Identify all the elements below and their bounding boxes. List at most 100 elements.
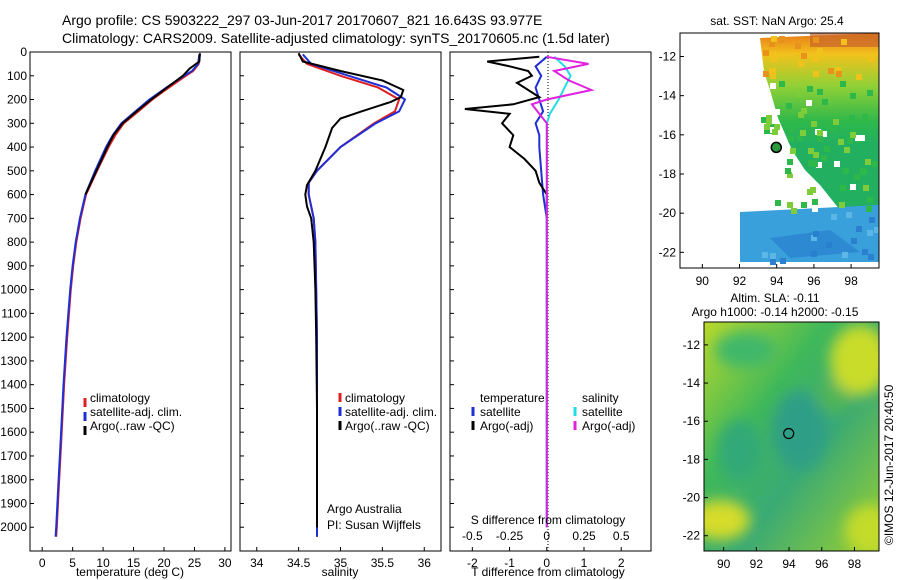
x-tick-label: 36 — [418, 556, 432, 570]
sst-pixel — [838, 139, 844, 145]
sst-pixel — [849, 115, 855, 121]
argo-position-marker — [783, 427, 795, 440]
sst-pixel — [812, 206, 818, 212]
y-tick-label: -22 — [683, 529, 701, 543]
sst-pixel — [801, 53, 807, 59]
sst-pixel — [762, 252, 768, 258]
x-tick-label: -1 — [504, 556, 515, 570]
sst-pixel — [770, 73, 776, 79]
sst-pixel — [761, 117, 767, 123]
sst-pixel — [790, 148, 796, 154]
salinity-panel: 34 34.5 35 35.5 36 salinity climatology sate… — [239, 51, 442, 579]
sst-pixel — [862, 114, 868, 120]
y-tick-label: 1700 — [0, 449, 27, 463]
sst-pixel — [854, 174, 860, 180]
sst-pixel — [859, 135, 865, 141]
sst-pixel — [867, 197, 873, 203]
legend-temperature-title: temperature — [480, 391, 545, 405]
sst-pixel — [843, 168, 849, 174]
sst-pixel — [798, 112, 804, 118]
series-line-satellite-adj-clim- — [54, 54, 201, 537]
y-tick-label: 600 — [7, 188, 27, 202]
y-tick-label: 1400 — [0, 378, 27, 392]
sst-map-title: sat. SST: NaN Argo: 25.4 — [710, 14, 844, 28]
sst-pixel — [840, 185, 846, 191]
x-tick-label: 35.5 — [371, 556, 395, 570]
sst-pixel — [836, 71, 842, 77]
sst-pixel — [826, 242, 832, 248]
y-tick-label: -16 — [659, 128, 677, 142]
x-tick-label: 0 — [543, 556, 550, 570]
sst-pixel — [791, 208, 797, 214]
x-tick-label: 35 — [334, 556, 348, 570]
sst-pixel — [839, 202, 845, 208]
y-tick-label: 1900 — [0, 496, 27, 510]
pi-name-note: PI: Susan Wijffels — [327, 518, 421, 532]
x-tick-label: 92 — [750, 557, 764, 571]
salinity-axes-box — [239, 51, 442, 552]
sst-pixel — [855, 135, 861, 141]
sst-pixel — [812, 199, 818, 205]
t-difference-label: T difference from climatology — [471, 565, 625, 579]
sst-pixel — [764, 124, 770, 130]
y-tick-label: 400 — [7, 140, 27, 154]
sst-pixel — [787, 202, 793, 208]
y-tick-label: 500 — [7, 164, 27, 178]
sst-pixel — [807, 86, 813, 92]
sst-pixel — [771, 36, 777, 42]
sla-title-line2: Argo h1000: -0.14 h2000: -0.15 — [692, 305, 859, 319]
sst-pixel — [833, 119, 839, 125]
sst-pixel — [813, 37, 819, 43]
sst-pixel — [770, 253, 776, 259]
y-tick-label: 200 — [7, 93, 27, 107]
sst-pixel — [847, 138, 853, 144]
top-tick-label: 0.5 — [613, 529, 630, 543]
sst-pixel — [813, 152, 819, 158]
sst-pixel — [856, 226, 862, 232]
sst-pixel — [851, 238, 857, 244]
y-tick-label: 1500 — [0, 401, 27, 415]
sst-pixel — [813, 71, 819, 77]
y-tick-label: 0 — [20, 45, 27, 59]
sst-pixel — [808, 148, 814, 154]
sst-pixel — [834, 161, 840, 167]
x-tick-label: -2 — [467, 556, 478, 570]
y-tick-label: 1100 — [1, 306, 27, 320]
sst-pixel — [808, 160, 814, 166]
sst-pixel — [850, 184, 856, 190]
sst-pixel — [866, 206, 872, 212]
sst-axes-box — [679, 32, 880, 269]
y-tick-label: 800 — [7, 235, 27, 249]
sst-pixel — [865, 159, 871, 165]
sst-pixel — [867, 230, 873, 236]
top-tick-label: -0.25 — [496, 529, 524, 543]
y-tick-label: 900 — [7, 259, 27, 273]
sst-pixel — [867, 90, 873, 96]
legend-salinity-title: salinity — [582, 391, 619, 405]
sst-pixel — [774, 124, 780, 130]
y-tick-label: 1000 — [0, 283, 27, 297]
sst-pixel — [771, 56, 777, 62]
x-tick-label: 25 — [188, 556, 202, 570]
sst-pixel — [779, 81, 785, 87]
sst-pixel — [766, 119, 772, 125]
sst-pixel — [829, 125, 835, 131]
legend-temp-satellite-label: satellite — [480, 405, 521, 419]
sst-pixel — [863, 185, 869, 191]
sst-pixel — [795, 43, 801, 49]
sst-pixel — [787, 159, 793, 165]
x-tick-label: 0 — [39, 556, 46, 570]
y-tick-label: -12 — [659, 50, 677, 64]
sst-pixel — [806, 100, 812, 106]
sst-pixel — [874, 227, 879, 233]
sst-pixel — [796, 174, 802, 180]
sst-pixel — [822, 99, 828, 105]
sst-pixel — [766, 115, 772, 121]
sst-pixel — [775, 200, 781, 206]
y-tick-label: 1300 — [0, 354, 27, 368]
y-tick-label: -20 — [659, 206, 677, 220]
sst-pixel — [763, 71, 769, 77]
y-tick-label: 1600 — [0, 425, 27, 439]
sst-pixel — [831, 214, 837, 220]
sst-pixel — [817, 136, 823, 142]
